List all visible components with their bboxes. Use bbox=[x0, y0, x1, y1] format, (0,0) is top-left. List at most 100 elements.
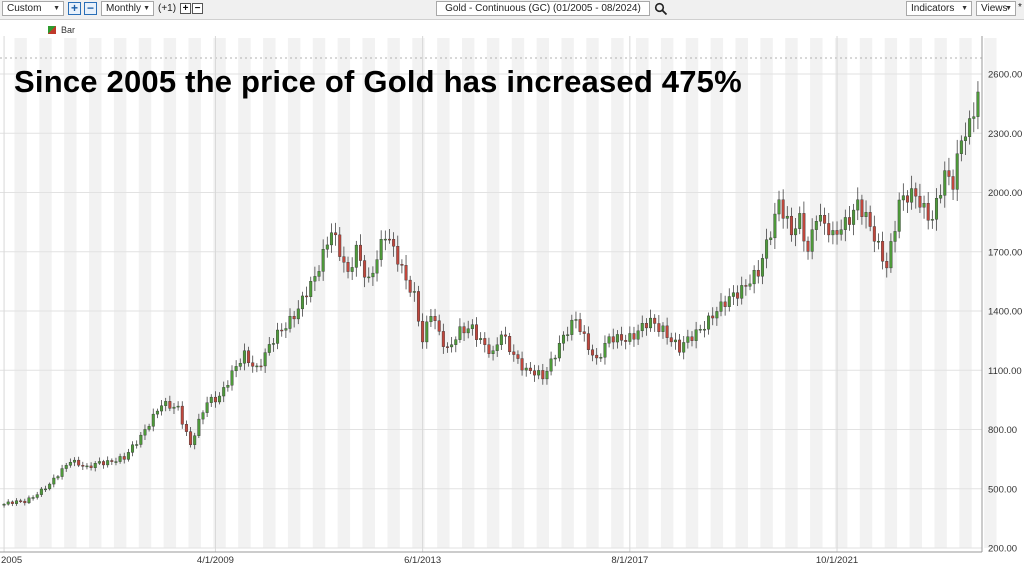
candle-body bbox=[653, 317, 657, 324]
candle-body bbox=[267, 344, 271, 353]
x-tick-label: 6/1/2013 bbox=[404, 555, 441, 565]
candle-body bbox=[60, 468, 64, 477]
candle-body bbox=[358, 244, 362, 261]
candle-body bbox=[39, 488, 43, 495]
y-tick-label: 1700.00 bbox=[988, 247, 1022, 258]
range-select[interactable]: Custom ▼ bbox=[2, 1, 64, 16]
candle-body bbox=[785, 215, 789, 219]
candle-body bbox=[102, 461, 106, 466]
candle-body bbox=[736, 292, 740, 299]
candle-body bbox=[566, 334, 570, 336]
candle-body bbox=[939, 195, 943, 199]
month-band bbox=[14, 38, 27, 548]
views-button[interactable]: Views ▼ bbox=[976, 1, 1016, 16]
candle-body bbox=[292, 316, 296, 320]
month-band bbox=[312, 38, 326, 548]
plus-icon[interactable]: + bbox=[180, 3, 191, 14]
candle-body bbox=[744, 285, 748, 287]
candle-body bbox=[433, 316, 437, 321]
minus-icon[interactable]: − bbox=[84, 2, 97, 15]
indicators-button[interactable]: Indicators ▼ bbox=[906, 1, 972, 16]
candle-body bbox=[615, 334, 619, 343]
candle-body bbox=[678, 339, 682, 353]
candle-body bbox=[951, 176, 955, 190]
pin-icon[interactable]: * bbox=[1018, 2, 1022, 13]
month-band bbox=[984, 38, 997, 548]
candle-body bbox=[491, 350, 495, 354]
candle-body bbox=[968, 118, 972, 138]
candle-body bbox=[205, 402, 209, 413]
candle-body bbox=[644, 323, 648, 329]
candle-body bbox=[727, 296, 731, 307]
candle-body bbox=[64, 465, 68, 469]
candle-body bbox=[545, 370, 549, 380]
candle-body bbox=[843, 217, 847, 230]
candle-body bbox=[222, 387, 226, 397]
candle-body bbox=[798, 213, 802, 229]
candle-body bbox=[686, 336, 690, 343]
candle-body bbox=[425, 321, 429, 343]
month-band bbox=[64, 38, 77, 548]
minus-icon[interactable]: − bbox=[192, 3, 203, 14]
month-band bbox=[437, 38, 450, 548]
candle-body bbox=[918, 195, 922, 208]
candle-body bbox=[595, 354, 599, 359]
candle-body bbox=[483, 338, 487, 345]
candle-body bbox=[611, 336, 615, 343]
candle-body bbox=[379, 239, 383, 260]
candle-body bbox=[52, 477, 56, 485]
candle-body bbox=[276, 329, 280, 344]
candle-body bbox=[404, 265, 408, 281]
candle-body bbox=[897, 199, 901, 232]
candle-body bbox=[748, 283, 752, 287]
plus-icon[interactable]: + bbox=[68, 2, 81, 15]
candle-body bbox=[446, 346, 449, 348]
month-band bbox=[884, 38, 898, 548]
y-tick-label: 800.00 bbox=[988, 425, 1017, 436]
candle-body bbox=[416, 291, 420, 322]
candle-body bbox=[35, 494, 39, 498]
candle-body bbox=[781, 199, 785, 219]
search-icon[interactable] bbox=[654, 2, 668, 16]
candle-body bbox=[263, 352, 267, 367]
symbol-field[interactable]: Gold - Continuous (GC) (01/2005 - 08/202… bbox=[436, 1, 650, 16]
candle-body bbox=[690, 336, 694, 341]
period-select[interactable]: Monthly ▼ bbox=[101, 1, 154, 16]
candle-body bbox=[893, 231, 897, 242]
candle-body bbox=[794, 228, 798, 236]
views-label: Views bbox=[981, 3, 1008, 14]
candle-body bbox=[818, 215, 822, 222]
candle-body bbox=[624, 340, 628, 342]
candle-body bbox=[756, 269, 760, 277]
candle-body bbox=[557, 343, 561, 359]
candle-body bbox=[586, 333, 590, 350]
candle-body bbox=[462, 326, 466, 334]
y-tick-label: 1400.00 bbox=[988, 307, 1022, 318]
candle-body bbox=[131, 444, 135, 453]
candle-body bbox=[354, 244, 358, 268]
candle-body bbox=[661, 325, 665, 332]
candle-body bbox=[27, 497, 31, 504]
month-band bbox=[760, 38, 773, 548]
legend: Bar bbox=[48, 25, 75, 35]
month-band bbox=[785, 38, 798, 548]
month-band bbox=[287, 38, 301, 548]
month-band bbox=[163, 38, 177, 548]
candle-body bbox=[408, 279, 412, 293]
candle-body bbox=[251, 362, 255, 367]
chevron-down-icon: ▼ bbox=[143, 5, 150, 12]
candle-body bbox=[508, 336, 512, 353]
month-band bbox=[611, 38, 624, 548]
candle-body bbox=[147, 426, 151, 430]
candle-body bbox=[44, 488, 47, 491]
candle-body bbox=[296, 308, 300, 320]
candle-body bbox=[226, 385, 230, 388]
candle-body bbox=[495, 344, 499, 351]
candle-body bbox=[280, 329, 284, 332]
candle-body bbox=[574, 319, 578, 321]
candle-body bbox=[479, 338, 483, 340]
candle-body bbox=[213, 396, 217, 403]
candle-body bbox=[520, 358, 524, 371]
candle-body bbox=[155, 410, 159, 415]
month-band bbox=[834, 38, 848, 548]
